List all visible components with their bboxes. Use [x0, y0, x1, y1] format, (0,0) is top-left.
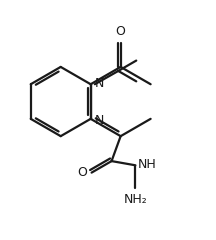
Text: O: O [116, 25, 125, 38]
Text: N: N [95, 114, 104, 126]
Text: O: O [78, 166, 87, 179]
Text: N: N [95, 77, 104, 90]
Text: NH₂: NH₂ [124, 193, 147, 206]
Text: NH: NH [138, 158, 157, 171]
